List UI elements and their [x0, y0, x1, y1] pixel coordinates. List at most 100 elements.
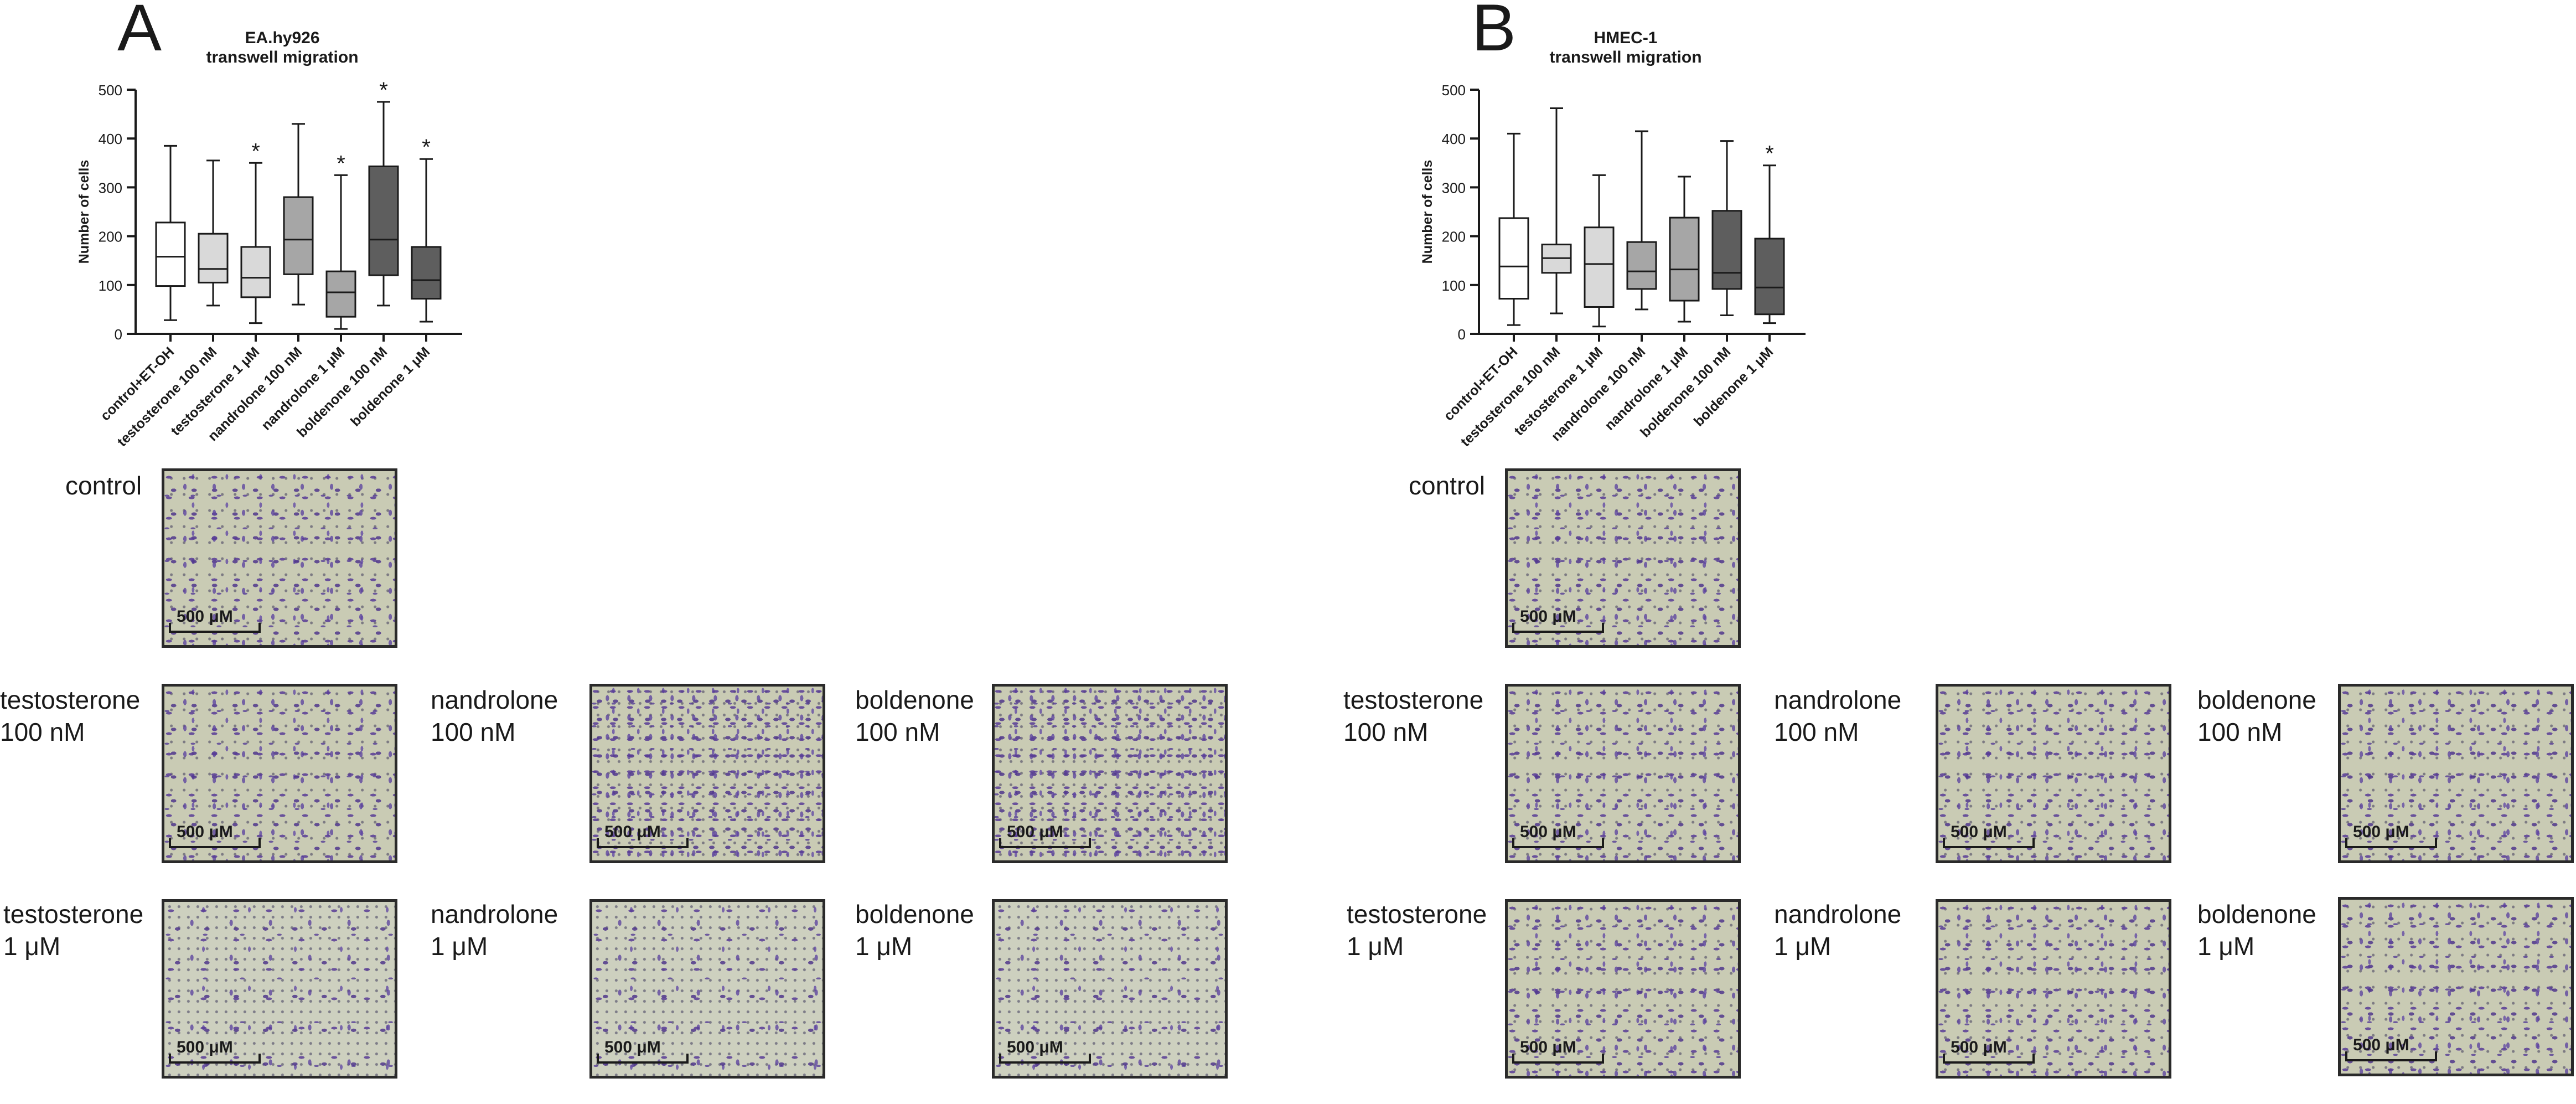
label-line-1: testosterone [0, 685, 141, 714]
box-7: * [411, 135, 442, 323]
box-body [198, 233, 229, 283]
box-7: * [1754, 142, 1785, 324]
label-line-2: 100 nM [431, 718, 516, 746]
scale-bar-label: 500 μM [1951, 823, 2007, 841]
label-line-1: nandrolone [431, 685, 558, 714]
micrograph-nandrolone-100nm: 500 μM [1936, 684, 2171, 863]
micrograph-label: control [1409, 470, 1485, 502]
scale-bar [1512, 623, 1604, 633]
panel-a: A EA.hy926 transwell migration 0 100 200 300 4… [0, 0, 1228, 1079]
scale-bar [169, 1054, 261, 1064]
scale-bar-label: 500 μM [177, 607, 233, 626]
box-body [1584, 226, 1615, 308]
box-2 [1541, 107, 1572, 314]
box-6 [1711, 140, 1742, 316]
y-tick-label: 500 [1442, 82, 1466, 99]
label-line-1: testosterone [1347, 900, 1487, 928]
chart-title: EA.hy926 [245, 29, 319, 47]
significance-mark: * [251, 139, 260, 163]
micrograph-boldenone-1um: 500 μM [992, 899, 1228, 1079]
chart-title: HMEC-1 [1594, 29, 1657, 47]
box-body [1711, 210, 1742, 290]
label-line-1: boldenone [855, 900, 974, 928]
box-5 [1669, 176, 1700, 323]
label-line-1: control [1409, 471, 1486, 500]
scale-bar [169, 623, 261, 633]
y-tick-label: 400 [99, 131, 122, 147]
scale-bar-label: 500 μM [1520, 823, 1576, 841]
scale-bar-label: 500 μM [1007, 1038, 1063, 1056]
y-tick-label: 0 [1458, 326, 1466, 343]
box-body [411, 246, 442, 300]
y-axis-label: Number of cells [1420, 160, 1435, 264]
scale-bar [169, 838, 261, 848]
chart-title: transwell migration [206, 48, 358, 66]
scale-bar-label: 500 μM [177, 1038, 233, 1056]
box-2 [198, 159, 229, 307]
label-line-2: 1 μM [431, 932, 488, 961]
scale-bar [1943, 1054, 2035, 1064]
box-6: * [368, 78, 399, 307]
label-line-2: 100 nM [0, 718, 85, 746]
scale-bar-label: 500 μM [177, 823, 233, 841]
x-tick-label: boldenone 1 μM [1691, 344, 1776, 429]
micrograph-label: control [65, 470, 142, 502]
micrograph-label: testosterone 100 nM [0, 684, 140, 748]
box-body [1754, 238, 1785, 316]
box-5: * [325, 151, 356, 330]
y-tick-label: 400 [1442, 131, 1466, 147]
label-line-1: nandrolone [1774, 685, 1902, 714]
micrograph-label: boldenone 100 nM [855, 684, 974, 748]
micrograph-label: nandrolone 1 μM [431, 898, 558, 962]
micrograph-testosterone-100nm: 500 μM [162, 684, 397, 863]
label-line-2: 100 nM [2197, 718, 2283, 746]
label-line-2: 100 nM [855, 718, 940, 746]
significance-mark: * [337, 151, 345, 176]
y-tick-label: 100 [99, 277, 122, 294]
box-1 [1498, 132, 1529, 326]
scale-bar-label: 500 μM [2353, 823, 2409, 841]
micrograph-nandrolone-1um: 500 μM [589, 899, 825, 1079]
panel-b: B HMEC-1 transwell migration 0 100 200 300 400… [1343, 0, 2576, 1104]
y-tick-label: 300 [99, 179, 122, 196]
y-tick-label: 100 [1442, 277, 1466, 294]
box-3: * [240, 139, 271, 324]
chart-title: transwell migration [1549, 48, 1701, 66]
label-line-1: boldenone [2197, 685, 2316, 714]
scale-bar-label: 500 μM [1520, 607, 1576, 626]
panel-letter: A [117, 0, 162, 65]
box-1 [155, 145, 186, 321]
box-3 [1584, 174, 1615, 328]
scale-bar [999, 1054, 1091, 1064]
y-tick-label: 200 [1442, 229, 1466, 245]
micrograph-boldenone-100nm: 500 μM [992, 684, 1228, 863]
box-body [240, 246, 271, 298]
label-line-1: nandrolone [1774, 900, 1902, 928]
label-line-1: boldenone [2197, 900, 2316, 928]
label-line-1: nandrolone [431, 900, 558, 928]
box-4 [283, 123, 314, 306]
scale-bar [1943, 838, 2035, 848]
scale-bar-label: 500 μM [1520, 1038, 1576, 1056]
box-body [1626, 241, 1657, 290]
micrograph-control: 500 μM [1505, 468, 1741, 648]
label-line-1: testosterone [1343, 685, 1484, 714]
significance-mark: * [422, 135, 431, 159]
micrograph-label: testosterone 1 μM [3, 898, 143, 962]
scale-bar [1512, 838, 1604, 848]
significance-mark: * [379, 78, 388, 102]
x-tick-label: boldenone 1 μM [348, 344, 433, 429]
label-line-2: 1 μM [2197, 932, 2255, 961]
scale-bar [597, 1054, 689, 1064]
panel-letter: B [1472, 0, 1517, 65]
x-tick-label: control+ET-OH [1441, 344, 1520, 424]
significance-mark: * [1765, 142, 1774, 166]
scale-bar [2345, 1051, 2437, 1061]
micrograph-boldenone-1um: 500 μM [2338, 897, 2574, 1076]
scale-bar-label: 500 μM [604, 1038, 661, 1056]
micrograph-label: nandrolone 1 μM [1774, 898, 1901, 962]
micrograph-label: boldenone 1 μM [855, 898, 974, 962]
y-tick-label: 300 [1442, 179, 1466, 196]
